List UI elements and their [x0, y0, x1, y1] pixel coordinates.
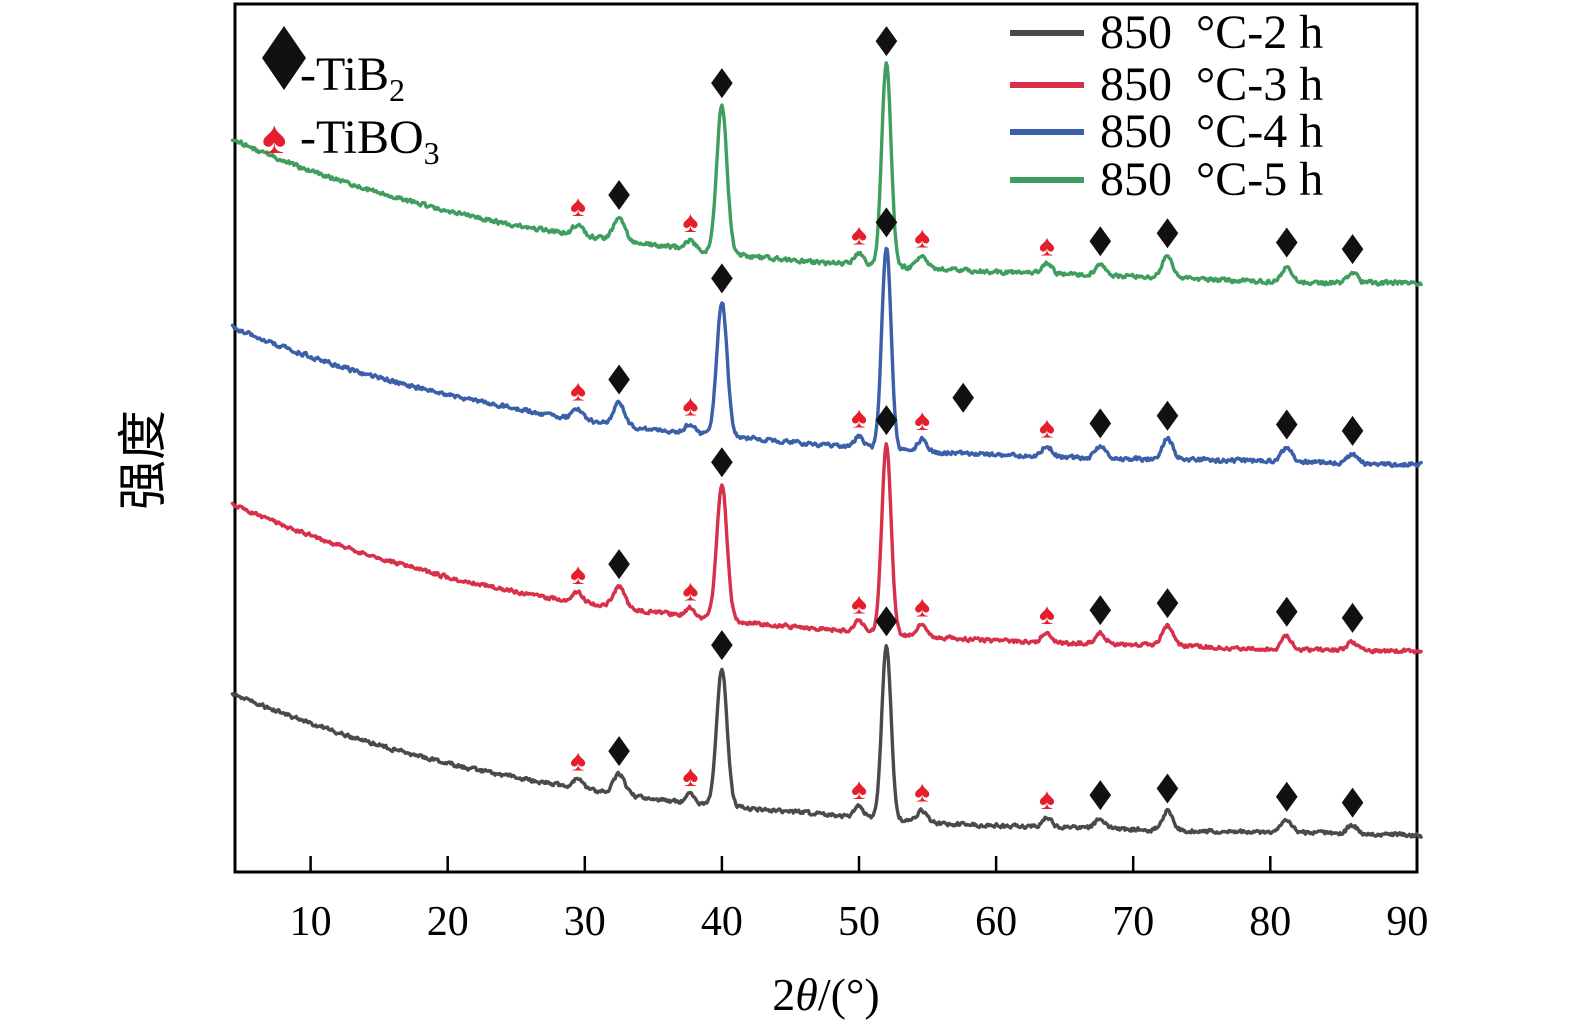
- svg-text:850 °C-3 h: 850 °C-3 h: [1100, 58, 1323, 111]
- svg-text:♠: ♠: [570, 190, 586, 223]
- svg-text:♠: ♠: [851, 587, 867, 620]
- svg-text:♠: ♠: [682, 206, 698, 239]
- svg-text:♠: ♠: [570, 558, 586, 591]
- svg-text:90: 90: [1386, 899, 1428, 945]
- svg-text:850 °C-4 h: 850 °C-4 h: [1100, 105, 1323, 158]
- svg-text:♠: ♠: [682, 760, 698, 793]
- svg-text:♠: ♠: [570, 745, 586, 778]
- svg-text:♠: ♠: [914, 221, 930, 254]
- svg-text:♠: ♠: [570, 374, 586, 407]
- svg-text:♠: ♠: [851, 401, 867, 434]
- svg-text:♠: ♠: [682, 390, 698, 423]
- svg-text:♠: ♠: [1039, 598, 1055, 631]
- svg-text:20: 20: [427, 899, 469, 945]
- svg-text:60: 60: [975, 899, 1017, 945]
- svg-text:♠: ♠: [851, 773, 867, 806]
- svg-text:♠: ♠: [914, 776, 930, 809]
- svg-text:♠: ♠: [851, 219, 867, 252]
- svg-text:♠: ♠: [1039, 412, 1055, 445]
- svg-text:♠: ♠: [914, 590, 930, 623]
- svg-text:♠: ♠: [1039, 229, 1055, 262]
- svg-text:30: 30: [564, 899, 606, 945]
- svg-text:♠: ♠: [1039, 783, 1055, 816]
- svg-text:-TiBO3: -TiBO3: [300, 111, 440, 171]
- svg-text:850 °C-5 h: 850 °C-5 h: [1100, 153, 1323, 206]
- svg-text:♠: ♠: [914, 404, 930, 437]
- svg-text:♠: ♠: [262, 112, 286, 163]
- svg-text:70: 70: [1112, 899, 1154, 945]
- svg-text:850 °C-2 h: 850 °C-2 h: [1100, 6, 1323, 59]
- svg-text:强度: 强度: [115, 410, 171, 510]
- svg-text:2θ/(°): 2θ/(°): [772, 969, 879, 1020]
- svg-text:10: 10: [290, 899, 332, 945]
- svg-text:40: 40: [701, 899, 743, 945]
- svg-text:-TiB2: -TiB2: [300, 48, 405, 108]
- svg-text:♠: ♠: [682, 574, 698, 607]
- svg-text:50: 50: [838, 899, 880, 945]
- svg-text:80: 80: [1249, 899, 1291, 945]
